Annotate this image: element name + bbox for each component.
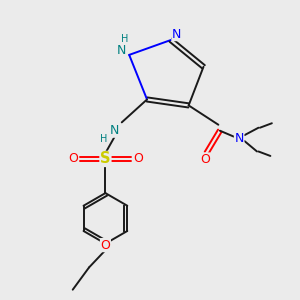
Text: O: O [133, 152, 143, 165]
Text: H: H [121, 34, 128, 44]
Text: N: N [110, 124, 119, 137]
Text: O: O [68, 152, 78, 165]
Text: N: N [235, 132, 244, 145]
Text: O: O [100, 238, 110, 252]
Text: H: H [100, 134, 108, 144]
Text: O: O [200, 153, 210, 166]
Text: N: N [172, 28, 182, 40]
Text: S: S [100, 152, 111, 166]
Text: N: N [117, 44, 127, 57]
